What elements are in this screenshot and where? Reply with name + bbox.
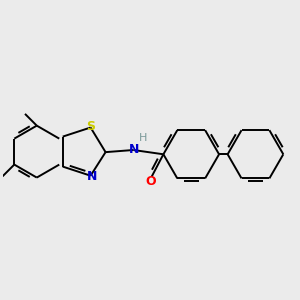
Text: S: S	[86, 121, 95, 134]
Text: N: N	[86, 170, 97, 183]
Text: H: H	[139, 133, 147, 143]
Text: N: N	[129, 143, 139, 156]
Text: O: O	[145, 175, 156, 188]
